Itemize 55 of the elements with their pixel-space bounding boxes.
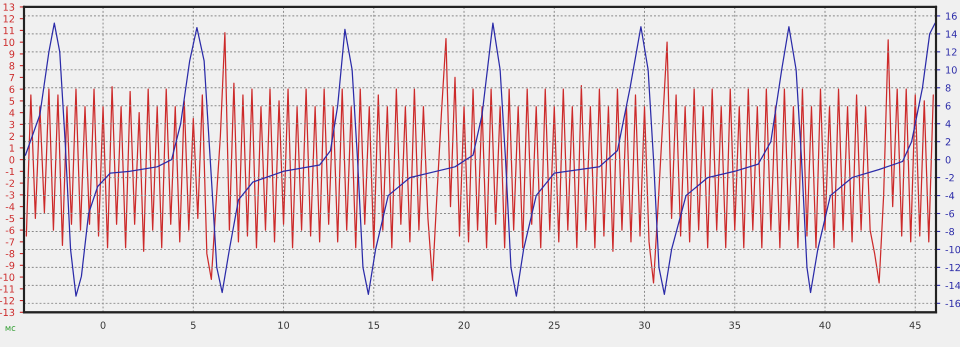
y2-tick-label: -2 xyxy=(946,174,954,182)
x-tick-label: 35 xyxy=(729,322,740,329)
y-tick-label: 11 xyxy=(4,27,14,34)
y-tick-label: -6 xyxy=(6,226,14,234)
y2-tick-label: -14 xyxy=(946,282,960,290)
y-tick-label: 13 xyxy=(4,3,14,11)
y-tick-label: 7 xyxy=(10,74,14,82)
x-tick-label: 15 xyxy=(368,322,380,329)
y-tick-label: 3 xyxy=(10,120,14,128)
y2-tick-label: -12 xyxy=(946,264,960,272)
y2-tick-label: -10 xyxy=(946,246,960,254)
x-tick-label: 0 xyxy=(100,322,106,329)
y-tick-label: -13 xyxy=(0,308,14,316)
y2-tick-label: 12 xyxy=(946,48,956,56)
y-tick-label: 8 xyxy=(9,62,14,70)
y-tick-label: -4 xyxy=(6,203,14,210)
y2-tick-label: -16 xyxy=(946,300,960,308)
y2-tick-label: 2 xyxy=(946,138,950,146)
y-tick-label: -11 xyxy=(0,285,14,293)
y-tick-label: -12 xyxy=(0,297,14,304)
y2-tick-label: -6 xyxy=(946,210,954,218)
y-tick-label: 6 xyxy=(9,86,14,93)
x-tick-label: 25 xyxy=(548,322,560,329)
y-tick-label: -10 xyxy=(0,274,14,281)
x-tick-label: 30 xyxy=(639,322,650,329)
y-tick-label: 5 xyxy=(10,98,14,105)
x-tick-label: 40 xyxy=(819,322,831,329)
y2-tick-label: -4 xyxy=(946,192,954,200)
y-tick-label: -1 xyxy=(6,168,14,176)
x-tick-label: 45 xyxy=(910,322,921,329)
y2-tick-label: 16 xyxy=(946,12,957,20)
y-tick-label: 12 xyxy=(4,15,14,22)
x-tick-label: 10 xyxy=(278,322,290,329)
y-tick-label: -8 xyxy=(6,250,14,258)
y-tick-label: -3 xyxy=(6,191,14,199)
y2-tick-label: 8 xyxy=(946,84,951,92)
y2-tick-label: -8 xyxy=(946,228,954,236)
y2-tick-label: 14 xyxy=(946,30,957,38)
y-tick-label: 0 xyxy=(9,156,14,164)
y2-tick-label: 6 xyxy=(946,102,951,110)
y-tick-label: -2 xyxy=(6,180,14,187)
y-tick-label: 4 xyxy=(9,109,14,116)
y-tick-label: 9 xyxy=(9,50,14,58)
y-tick-label: -7 xyxy=(6,238,14,246)
x-tick-label: 20 xyxy=(458,322,470,329)
y-tick-label: -5 xyxy=(6,214,14,222)
x-axis-title: мс xyxy=(6,326,16,331)
y2-tick-label: 0 xyxy=(946,156,951,164)
y2-tick-label: 10 xyxy=(946,66,957,74)
y-tick-label: -9 xyxy=(6,262,14,270)
y2-tick-label: 4 xyxy=(946,120,951,128)
y-tick-label: 1 xyxy=(10,144,14,152)
y-tick-label: 10 xyxy=(4,38,14,46)
x-tick-label: 5 xyxy=(190,322,196,329)
y-tick-label: 2 xyxy=(10,132,14,140)
